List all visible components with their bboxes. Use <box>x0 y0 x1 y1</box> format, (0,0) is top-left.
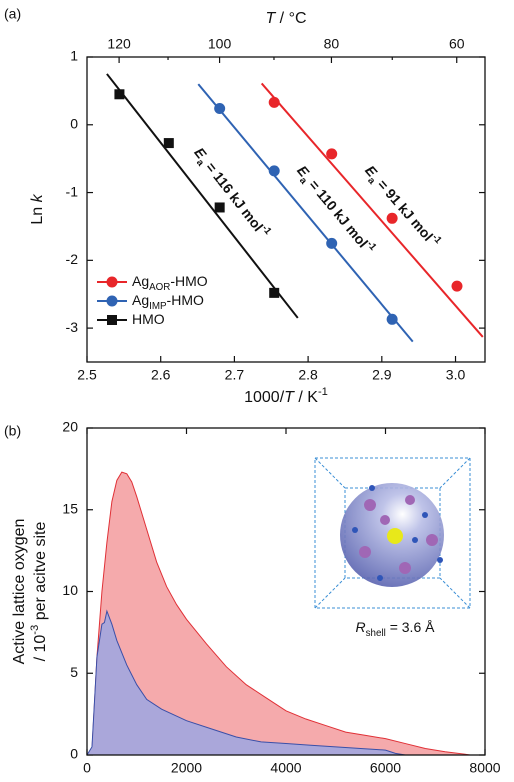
area-outline <box>86 609 406 756</box>
y-tick-label: 0 <box>70 115 78 131</box>
inset-label: Rshell = 3.6 Å <box>356 619 436 639</box>
point <box>268 96 280 108</box>
x2-tick-label: 60 <box>449 36 465 52</box>
text-part: shell <box>366 628 386 639</box>
text-part: Ag <box>132 273 149 289</box>
x2-axis-title: T / °C <box>265 10 306 27</box>
fit-line <box>197 83 414 343</box>
point <box>386 212 398 224</box>
y-axis-title: Ln k <box>29 193 46 224</box>
point <box>326 148 338 160</box>
y-tick-label: 15 <box>62 500 78 516</box>
text-part: IMP <box>149 301 167 312</box>
panel-label: (b) <box>4 423 21 439</box>
text-part: -1 <box>318 386 328 398</box>
inset-structure <box>314 457 471 609</box>
legend-label: AgAOR-HMO <box>132 273 208 293</box>
x-tick-label: 8000 <box>469 760 500 776</box>
panel-label: (a) <box>4 6 21 22</box>
text-part: a <box>365 175 377 187</box>
x-tick-label: 2000 <box>171 760 202 776</box>
area-outline <box>86 471 471 756</box>
area <box>87 472 471 755</box>
legend-marker <box>106 276 118 288</box>
plot-frame <box>86 56 486 363</box>
y-tick-label: 10 <box>62 582 78 598</box>
point <box>386 313 398 325</box>
x-tick-label: 0 <box>83 760 91 776</box>
legend-marker <box>106 295 118 307</box>
y-tick-label: 0 <box>70 746 78 762</box>
x-tick-label: 2.9 <box>372 367 392 383</box>
text-part: = 110 kJ mol <box>304 173 372 250</box>
text-part: Ln <box>29 202 46 224</box>
text-part: AOR <box>149 282 170 293</box>
y-tick-label: 5 <box>70 664 78 680</box>
text-part: HMO <box>132 311 165 327</box>
y-tick-label: -2 <box>66 251 79 267</box>
point <box>114 89 125 100</box>
text-part: 1000/ <box>244 389 285 406</box>
text-part: R <box>356 619 366 635</box>
y-tick-label: -1 <box>66 183 79 199</box>
legend-label: AgIMP-HMO <box>132 292 204 312</box>
x2-tick-label: 100 <box>208 36 232 52</box>
text-part: a <box>194 157 206 169</box>
point <box>214 103 226 115</box>
text-part: T <box>265 10 276 27</box>
text-part: T <box>284 389 295 406</box>
text-part: k <box>29 193 46 202</box>
text-part: / 10 <box>32 635 49 662</box>
x-axis-title: 1000/T / K-1 <box>244 386 328 406</box>
plot-frame <box>86 427 486 756</box>
y-axis-title: / 10-3 per acitve site <box>29 522 49 662</box>
text-part: = 116 kJ mol <box>201 156 267 234</box>
fit-line <box>106 73 299 319</box>
text-part: a <box>297 175 309 187</box>
text-part: / °C <box>275 10 306 27</box>
point <box>268 165 280 177</box>
x-tick-label: 2.8 <box>298 367 318 383</box>
x2-tick-label: 120 <box>107 36 131 52</box>
y-tick-label: -3 <box>66 319 79 335</box>
x2-tick-label: 80 <box>324 36 340 52</box>
legend-label: HMO <box>132 311 165 327</box>
x-tick-label: 6000 <box>370 760 401 776</box>
text-part: / K <box>294 389 318 406</box>
x-tick-label: 4000 <box>270 760 301 776</box>
x-tick-label: 3.0 <box>446 367 466 383</box>
point <box>214 202 225 213</box>
point <box>326 237 338 249</box>
text-part: -HMO <box>170 273 207 289</box>
area <box>87 611 406 755</box>
point <box>163 138 174 149</box>
point <box>269 287 280 298</box>
x-tick-label: 2.6 <box>151 367 171 383</box>
y-axis-title: Active lattice oxygen <box>11 519 28 665</box>
point <box>451 280 463 292</box>
y-tick-label: 1 <box>70 48 78 64</box>
text-part: Ag <box>132 292 149 308</box>
y-tick-label: 20 <box>62 419 78 435</box>
legend-marker <box>107 315 117 325</box>
text-part: per acitve site <box>32 522 49 625</box>
x-tick-label: 2.5 <box>77 367 97 383</box>
text-part: -HMO <box>167 292 204 308</box>
text-part: = 3.6 Å <box>386 619 435 635</box>
fit-line <box>260 82 484 338</box>
text-part: -3 <box>29 625 41 635</box>
x-tick-label: 2.7 <box>225 367 245 383</box>
text-part: = 91 kJ mol <box>372 173 437 244</box>
